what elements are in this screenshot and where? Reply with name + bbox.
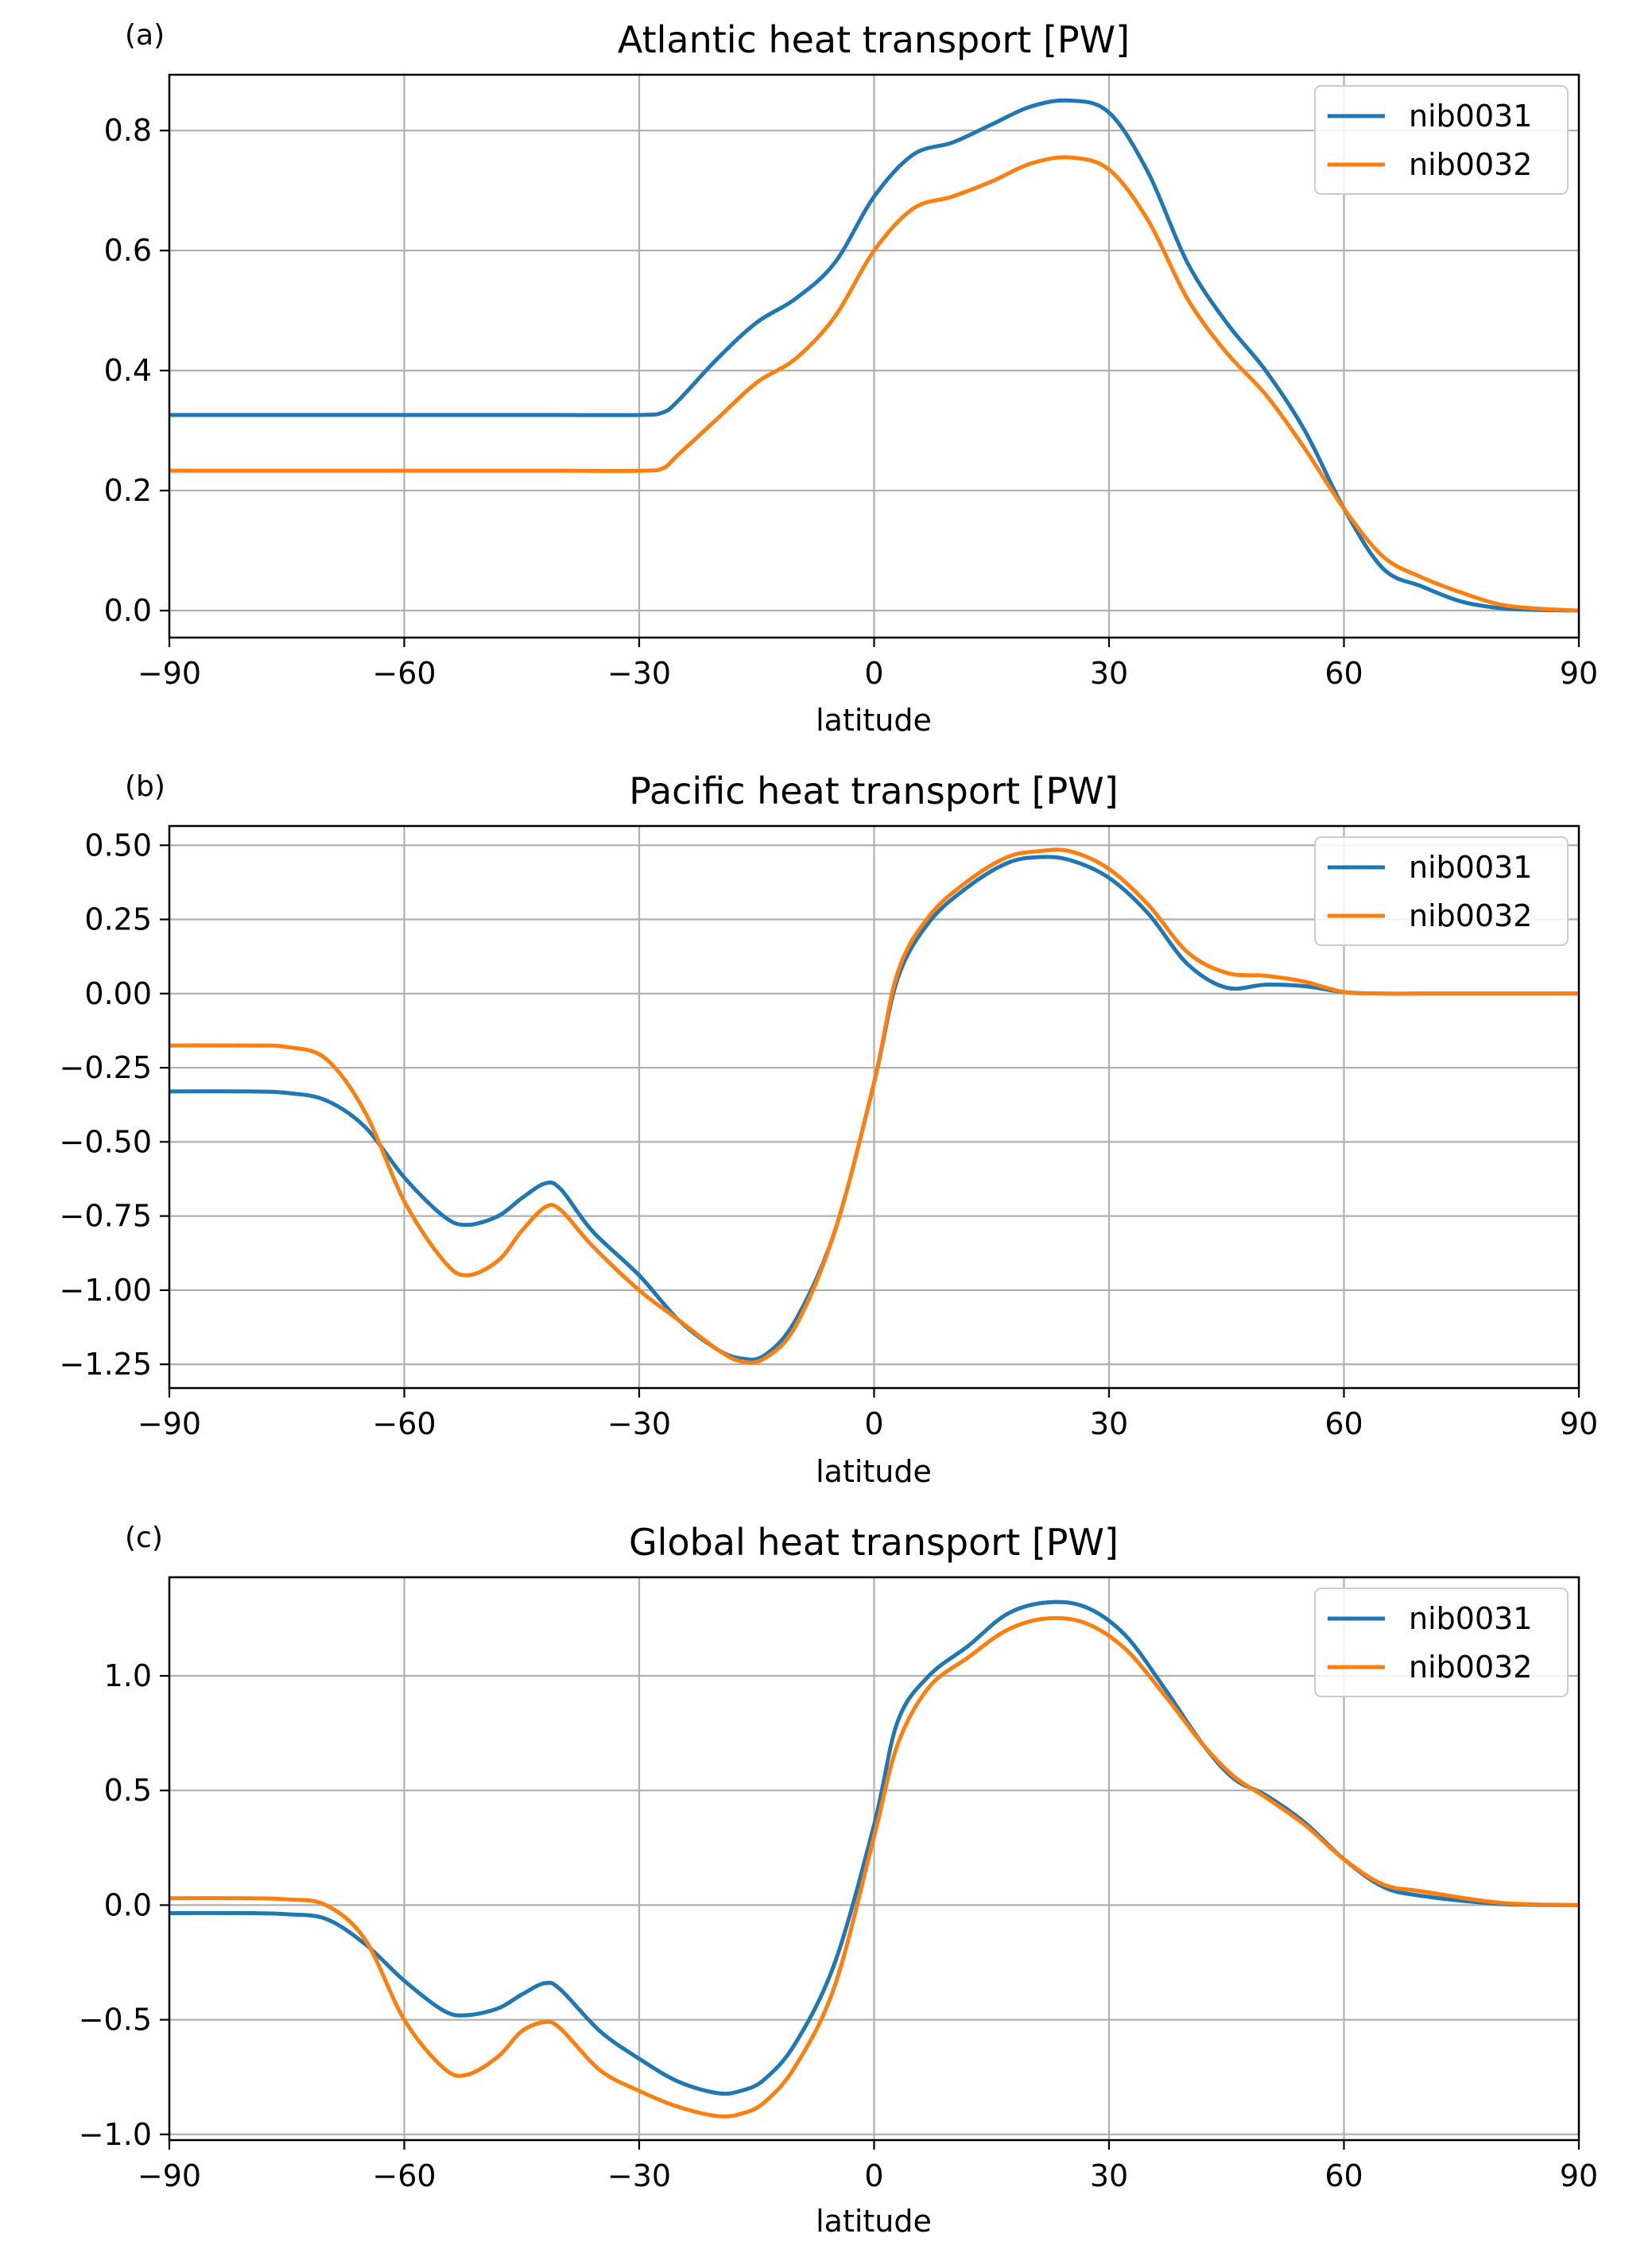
x-tick-label: 90 (1560, 656, 1598, 691)
y-tick-label: 0.50 (84, 828, 152, 863)
y-tick-label: −1.00 (60, 1273, 152, 1308)
legend-label: nib0032 (1409, 147, 1532, 182)
y-tick-label: −0.25 (60, 1050, 152, 1085)
y-tick-label: 0.25 (84, 902, 152, 937)
x-tick-label: −60 (372, 1406, 436, 1441)
series-line-nib0032 (169, 847, 1579, 1365)
y-tick-label: 0.4 (104, 353, 152, 388)
x-axis-label: latitude (816, 1454, 932, 1489)
x-tick-label: 30 (1090, 1406, 1128, 1441)
y-tick-label: 0.2 (104, 473, 152, 508)
legend-box (1314, 836, 1569, 946)
legend-box (1314, 1588, 1569, 1697)
legend: nib0031 nib0032 (1314, 1588, 1569, 1697)
x-tick-label: 30 (1090, 2158, 1128, 2193)
series-line-nib0032 (169, 155, 1579, 613)
legend: nib0031 nib0032 (1314, 85, 1569, 195)
legend-box (1314, 85, 1569, 195)
series-line-nib0031 (169, 98, 1579, 613)
y-tick-label: 0.8 (104, 113, 152, 148)
chart-title: Pacific heat transport [PW] (629, 770, 1118, 812)
y-tick-label: 0.00 (84, 976, 152, 1011)
legend-label: nib0032 (1409, 898, 1532, 933)
panel-label: (c) (125, 1522, 163, 1554)
x-tick-label: −30 (607, 1406, 671, 1441)
x-tick-label: −30 (607, 656, 671, 691)
panel-b: (b) Pacific heat transport [PW] −90 −60 −3… (60, 770, 1599, 1489)
panel-label: (b) (125, 770, 165, 803)
legend-label: nib0031 (1409, 1601, 1532, 1636)
y-tick-label: 0.0 (104, 1887, 152, 1922)
chart-title: Global heat transport [PW] (629, 1521, 1119, 1564)
chart-title: Atlantic heat transport [PW] (618, 18, 1130, 61)
legend: nib0031 nib0032 (1314, 836, 1569, 946)
x-tick-label: −90 (138, 1406, 201, 1441)
x-tick-label: 90 (1560, 1406, 1598, 1441)
y-tick-label: 0.6 (104, 233, 152, 268)
x-tick-label: 90 (1560, 2158, 1598, 2193)
y-tick-label: −0.75 (60, 1199, 152, 1234)
x-tick-label: −90 (138, 2158, 201, 2193)
x-tick-label: 30 (1090, 656, 1128, 691)
y-tick-label: 0.0 (104, 593, 152, 628)
x-tick-label: −60 (372, 2158, 436, 2193)
y-tick-label: −1.25 (60, 1347, 152, 1382)
x-axis-label: latitude (816, 2204, 932, 2239)
x-tick-label: 60 (1324, 1406, 1363, 1441)
x-tick-label: −90 (138, 656, 201, 691)
y-tick-label: −0.5 (79, 2003, 152, 2038)
x-tick-label: 60 (1324, 656, 1363, 691)
panel-c: (c) Global heat transport [PW] −90 −60 −30… (79, 1521, 1598, 2239)
x-tick-label: −30 (607, 2158, 671, 2193)
x-tick-label: 0 (864, 1406, 883, 1441)
y-tick-label: 1.0 (104, 1658, 152, 1693)
x-axis-label: latitude (816, 703, 932, 738)
panel-a: (a) Atlantic heat transport [PW] −90 −60 −… (104, 18, 1599, 738)
x-tick-label: 0 (864, 656, 883, 691)
y-tick-label: −1.0 (79, 2117, 152, 2152)
x-tick-label: 0 (864, 2158, 883, 2193)
y-tick-label: 0.5 (104, 1773, 152, 1808)
legend-label: nib0031 (1409, 850, 1532, 885)
series-line-nib0032 (169, 1615, 1579, 2119)
x-tick-label: 60 (1324, 2158, 1363, 2193)
panel-label: (a) (125, 19, 165, 52)
x-tick-label: −60 (372, 656, 436, 691)
legend-label: nib0031 (1409, 99, 1532, 134)
y-tick-label: −0.50 (60, 1124, 152, 1159)
legend-label: nib0032 (1409, 1650, 1532, 1685)
